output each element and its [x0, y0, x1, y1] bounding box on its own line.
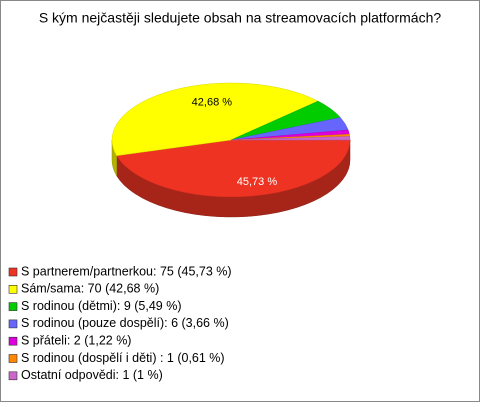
legend-swatch	[8, 284, 18, 294]
legend-swatch	[8, 319, 18, 329]
legend-swatch	[8, 336, 18, 346]
chart-title: S kým nejčastěji sledujete obsah na stre…	[39, 10, 442, 26]
data-label: 42,68 %	[192, 97, 233, 109]
legend-swatch	[8, 371, 18, 381]
slice	[230, 136, 351, 141]
legend-label: Ostatní odpovědi: 1 (1 %)	[21, 368, 163, 382]
legend-label: S partnerem/partnerkou: 75 (45,73 %)	[21, 264, 232, 278]
legend-label: S přáteli: 2 (1,22 %)	[21, 333, 131, 347]
slice	[111, 82, 319, 156]
legend-swatch	[8, 267, 18, 277]
legend-label: S rodinou (dětmi): 9 (5,49 %)	[21, 299, 182, 313]
legend-label: S rodinou (dospělí i děti) : 1 (0,61 %)	[21, 351, 225, 365]
legend-label: Sám/sama: 70 (42,68 %)	[21, 282, 159, 296]
legend-label: S rodinou (pouze dospělí): 6 (3,66 %)	[21, 316, 229, 330]
legend-swatch	[8, 354, 18, 363]
slice	[116, 139, 351, 198]
data-label: 45,73 %	[237, 176, 278, 188]
legend-swatch	[8, 302, 18, 311]
